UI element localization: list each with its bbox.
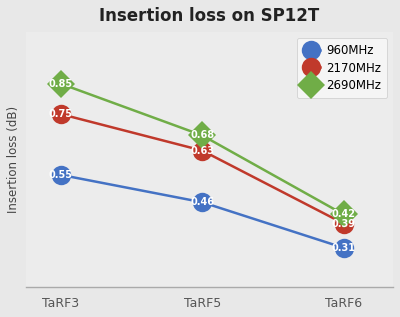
- 2690MHz: [200, 133, 205, 137]
- Text: 0.42: 0.42: [332, 210, 356, 219]
- Line: 2690MHz: 2690MHz: [51, 74, 353, 224]
- Text: 0.85: 0.85: [49, 79, 73, 89]
- Y-axis label: Insertion loss (dB): Insertion loss (dB): [7, 106, 20, 213]
- 2690MHz: [341, 212, 346, 216]
- Text: 0.63: 0.63: [190, 146, 214, 156]
- 2170MHz: [58, 112, 63, 116]
- Text: 0.39: 0.39: [332, 218, 356, 229]
- Line: 960MHz: 960MHz: [51, 165, 353, 257]
- 2690MHz: [58, 82, 63, 86]
- 960MHz: [58, 173, 63, 177]
- Text: 0.75: 0.75: [49, 109, 73, 119]
- 2170MHz: [200, 149, 205, 152]
- Title: Insertion loss on SP12T: Insertion loss on SP12T: [99, 7, 320, 25]
- Text: 0.31: 0.31: [332, 243, 356, 253]
- Line: 2170MHz: 2170MHz: [51, 104, 353, 233]
- Legend: 960MHz, 2170MHz, 2690MHz: 960MHz, 2170MHz, 2690MHz: [297, 38, 387, 98]
- Text: 0.55: 0.55: [49, 170, 73, 180]
- 2170MHz: [341, 222, 346, 225]
- Text: 0.68: 0.68: [190, 130, 214, 140]
- 960MHz: [200, 200, 205, 204]
- Text: 0.46: 0.46: [190, 197, 214, 207]
- 960MHz: [341, 246, 346, 250]
